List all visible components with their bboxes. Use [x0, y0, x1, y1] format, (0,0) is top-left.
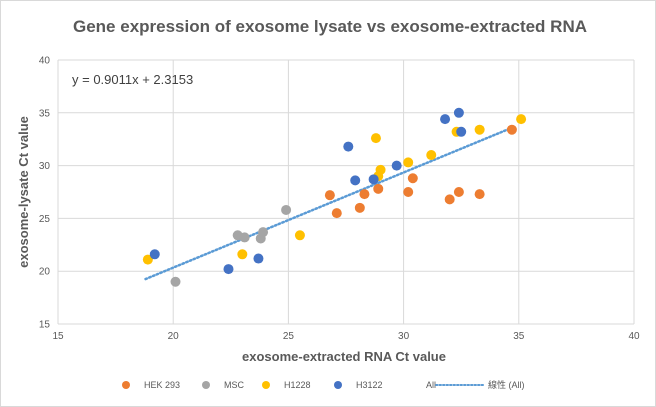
data-point	[258, 227, 269, 238]
legend-item: H1228	[262, 380, 311, 390]
data-point	[453, 187, 464, 197]
data-point	[474, 124, 485, 135]
x-tick-label: 35	[513, 331, 525, 342]
legend-marker	[334, 381, 342, 389]
data-point	[391, 160, 402, 171]
legend-marker	[122, 381, 130, 389]
series-h1228	[142, 114, 527, 265]
legend-marker	[262, 381, 270, 389]
y-tick-label: 15	[39, 320, 51, 331]
data-point	[239, 232, 250, 243]
chart-title: Gene expression of exosome lysate vs exo…	[73, 17, 587, 36]
data-point	[294, 230, 305, 241]
data-point	[474, 189, 485, 200]
legend-label: H1228	[284, 380, 311, 390]
data-point	[516, 114, 527, 125]
y-tick-label: 40	[39, 56, 51, 67]
data-point	[375, 164, 386, 175]
data-point	[444, 194, 455, 205]
data-point	[370, 133, 381, 144]
trendline	[144, 125, 516, 281]
data-points	[142, 107, 527, 287]
data-point	[170, 276, 181, 287]
data-point	[237, 249, 248, 260]
data-point	[453, 107, 464, 118]
series-hek-293	[324, 124, 517, 219]
y-tick-label: 20	[39, 267, 51, 278]
data-point	[253, 253, 264, 264]
x-tick-label: 30	[398, 331, 410, 342]
y-tick-label: 25	[39, 214, 51, 225]
data-point	[343, 141, 354, 152]
series-h3122	[149, 107, 467, 275]
legend-item: HEK 293	[122, 380, 180, 390]
legend-marker	[202, 381, 210, 389]
legend-label: MSC	[224, 380, 245, 390]
legend-label: H3122	[356, 380, 383, 390]
legend-item: All	[426, 380, 436, 390]
legend-label: 線性 (All)	[488, 379, 525, 390]
data-point	[281, 204, 292, 215]
x-tick-label: 40	[628, 331, 640, 342]
legend-label: All	[426, 380, 436, 390]
tick-labels: 15 20 25 30 35 40 15 20 25 30 35 40	[39, 56, 640, 343]
x-tick-label: 15	[52, 331, 64, 342]
data-point	[142, 254, 153, 265]
data-point	[359, 189, 370, 200]
legend-label: HEK 293	[144, 380, 180, 390]
data-point	[368, 174, 379, 185]
legend-item: MSC	[202, 380, 245, 390]
data-point	[223, 264, 234, 275]
data-point	[407, 173, 418, 184]
legend-item: H3122	[334, 380, 383, 390]
y-tick-label: 35	[39, 108, 51, 119]
data-point	[403, 187, 414, 197]
data-point	[456, 126, 467, 137]
series-msc	[170, 204, 292, 287]
data-point	[373, 183, 384, 194]
x-tick-label: 25	[283, 331, 295, 342]
trendline-equation: y = 0.9011x + 2.3153	[72, 72, 193, 87]
legend-item: 線性 (All)	[435, 379, 525, 390]
y-axis-title: exosome-lysate Ct value	[16, 116, 31, 268]
legend: HEK 293 MSC H1228 H3122 All 線性 (All)	[122, 379, 525, 390]
data-point	[506, 124, 517, 135]
x-axis-title: exosome-extracted RNA Ct value	[242, 349, 446, 364]
data-point	[149, 249, 160, 260]
data-point	[426, 150, 437, 161]
y-tick-label: 30	[39, 161, 51, 172]
trendline-layer	[144, 125, 516, 281]
data-point	[403, 157, 414, 168]
data-point	[354, 202, 365, 213]
data-point	[331, 208, 342, 219]
gridlines	[57, 59, 635, 325]
x-tick-label: 20	[168, 331, 180, 342]
data-point	[350, 175, 361, 186]
data-point	[440, 114, 451, 125]
data-point	[324, 190, 335, 201]
